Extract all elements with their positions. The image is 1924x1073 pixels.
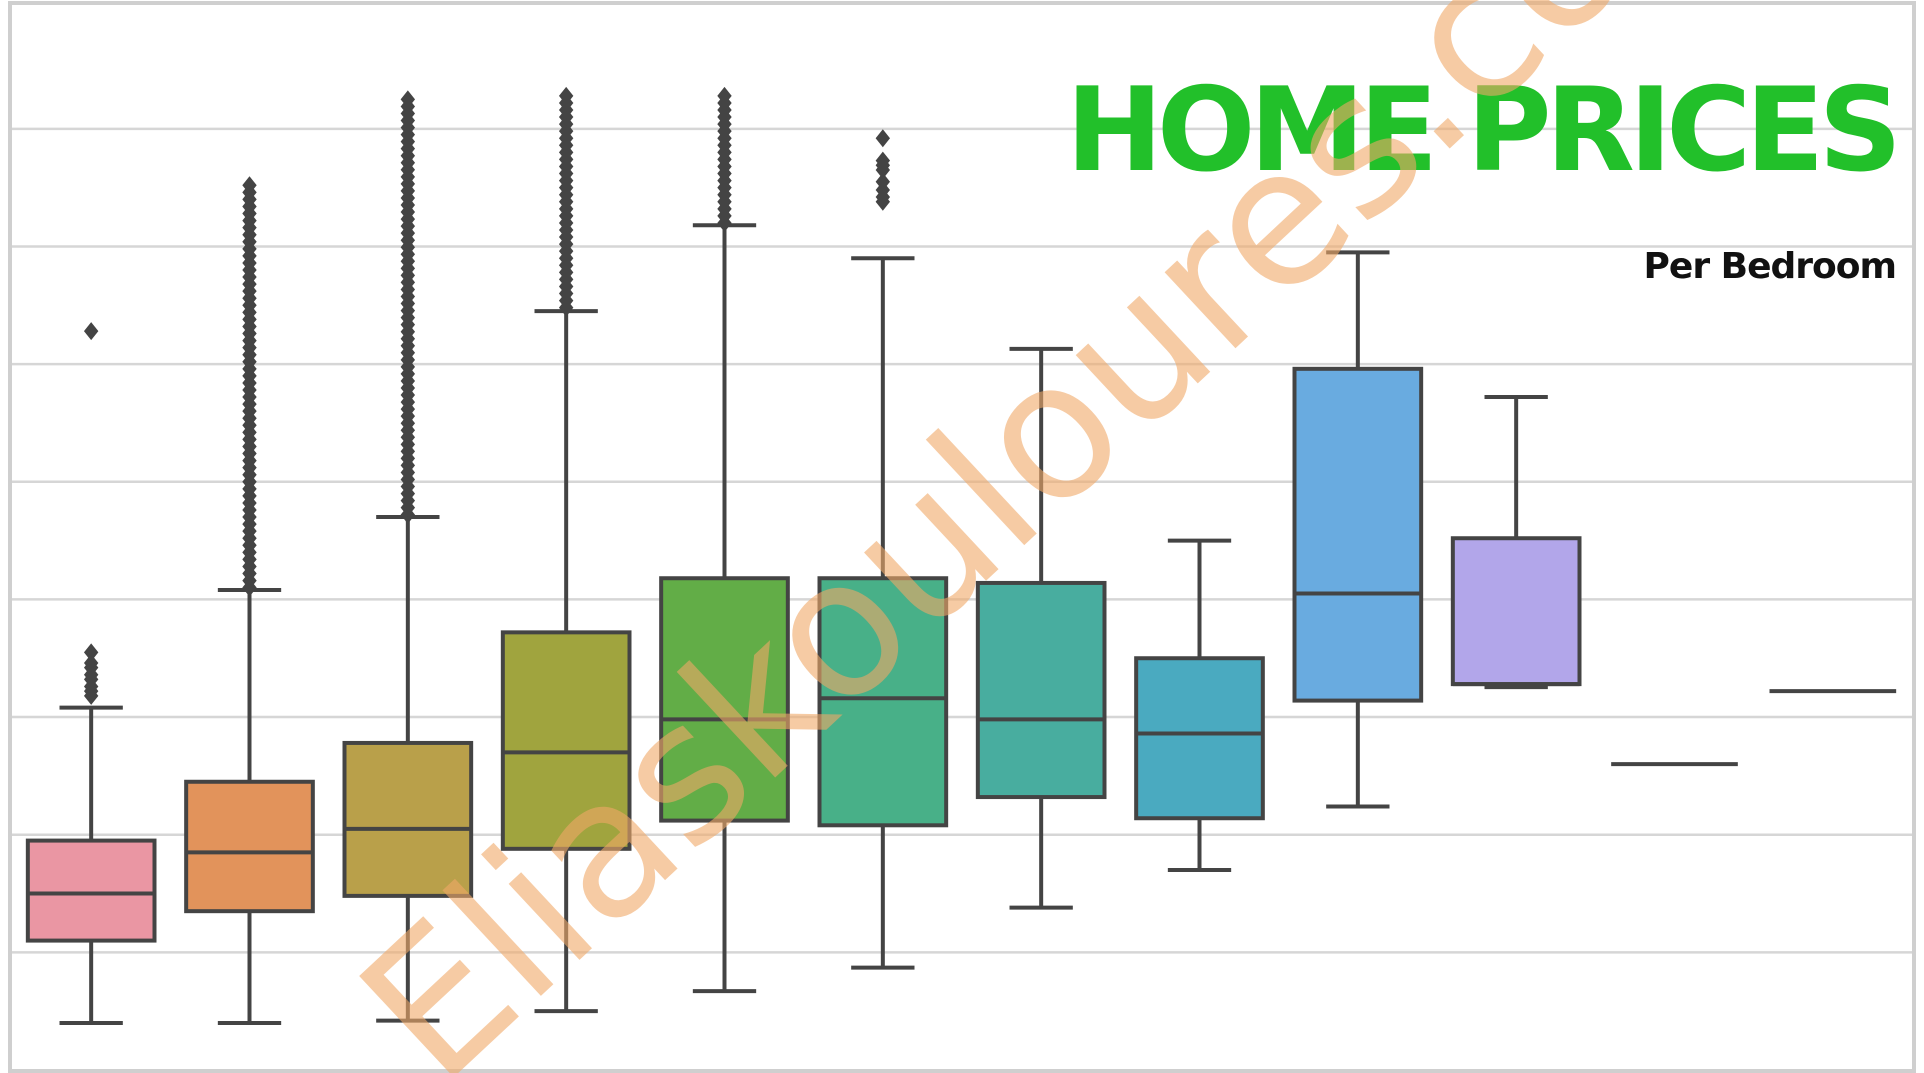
outlier-point [242,176,257,195]
outlier-point [83,322,99,341]
iqr-box [659,576,790,823]
iqr-box [975,580,1107,800]
grid-lines [12,127,1912,954]
iqr-box [817,576,949,828]
iqr-box [500,630,632,851]
outlier-point [83,653,99,672]
box-10 [1450,395,1582,690]
plot-frame [8,1,1916,1073]
outlier-point [875,151,891,170]
iqr-box [1134,656,1265,821]
iqr-box [342,740,474,898]
iqr-box [184,779,315,914]
box-1 [25,322,157,1025]
outlier-point [83,643,99,662]
iqr-box [25,838,157,943]
box-5 [659,86,790,994]
chart-title: HOME PRICES [1066,63,1896,198]
box-series [25,86,1897,1025]
box-4 [500,86,632,1014]
iqr-box [1292,366,1424,703]
outlier-point [875,172,891,191]
outlier-point [717,86,732,105]
box-6 [817,129,949,970]
iqr-box [1450,536,1582,687]
outlier-point [400,90,416,109]
chart-subtitle: Per Bedroom [1644,246,1896,287]
box-7 [975,346,1107,910]
box-8 [1134,538,1265,872]
box-2 [184,176,315,1025]
box-3 [342,90,474,1023]
box-9 [1292,250,1424,809]
outlier-point [875,129,891,148]
outlier-point [558,86,574,105]
